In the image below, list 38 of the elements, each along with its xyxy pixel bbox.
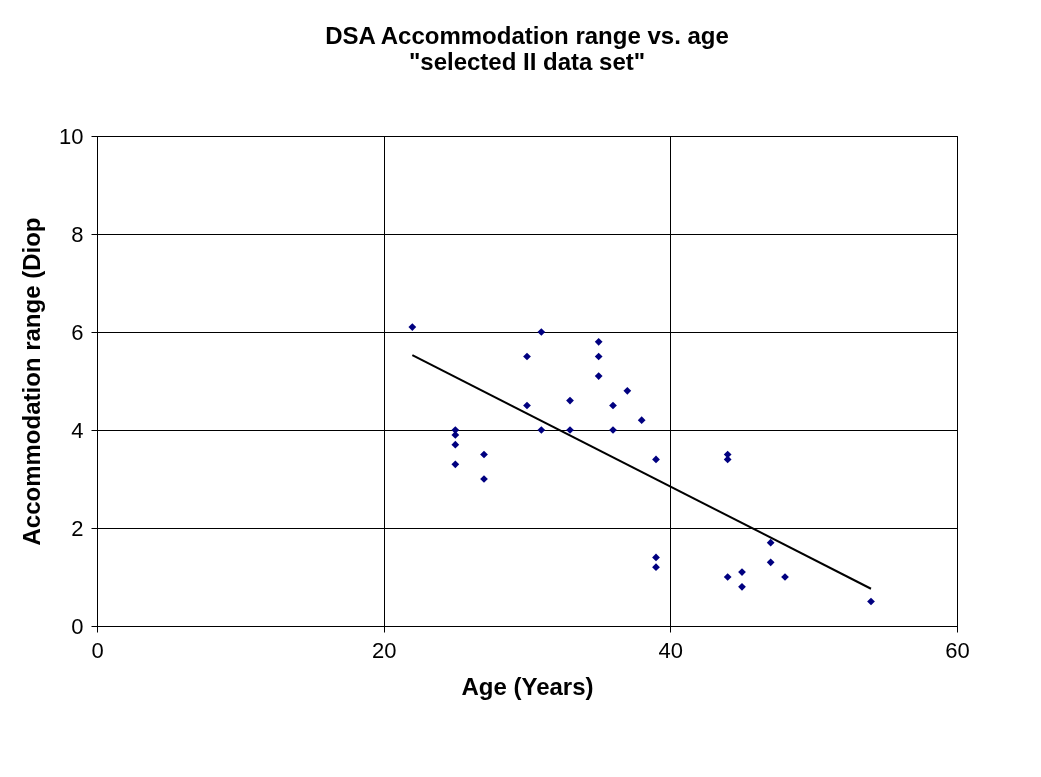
y-axis-title: Accommodation range (Diop — [18, 217, 46, 546]
point — [652, 455, 660, 464]
point — [766, 538, 775, 547]
point — [451, 431, 460, 439]
point — [523, 401, 531, 410]
point — [609, 401, 617, 410]
y-tick-label: 8 — [71, 221, 84, 247]
x-tick-label: 0 — [91, 637, 104, 663]
y-tick-label: 10 — [59, 123, 84, 149]
y-tick-label: 2 — [71, 515, 84, 541]
y-tick-label: 4 — [71, 417, 84, 443]
point — [451, 440, 460, 449]
x-tick-label: 20 — [371, 637, 397, 663]
point — [738, 582, 746, 591]
y-tick-label: 0 — [71, 613, 84, 639]
x-tick-label: 60 — [945, 637, 970, 663]
point — [408, 323, 417, 331]
point — [566, 396, 574, 405]
point — [537, 426, 546, 434]
point — [594, 337, 603, 346]
point — [594, 372, 603, 380]
point — [766, 558, 775, 567]
point — [480, 450, 488, 459]
point — [723, 573, 732, 581]
point — [537, 328, 546, 336]
point — [451, 460, 460, 469]
point — [652, 563, 660, 572]
point — [594, 352, 603, 361]
point — [723, 455, 732, 464]
y-tick-label: 6 — [71, 319, 84, 345]
x-axis-title: Age (Years) — [461, 672, 594, 700]
point — [523, 352, 531, 361]
point — [867, 597, 875, 606]
point — [623, 386, 632, 395]
x-tick-label: 40 — [658, 637, 684, 663]
point — [637, 416, 646, 425]
chart-title: DSA Accommodation range vs. age "selected II data set" — [325, 22, 729, 75]
point — [652, 553, 660, 562]
